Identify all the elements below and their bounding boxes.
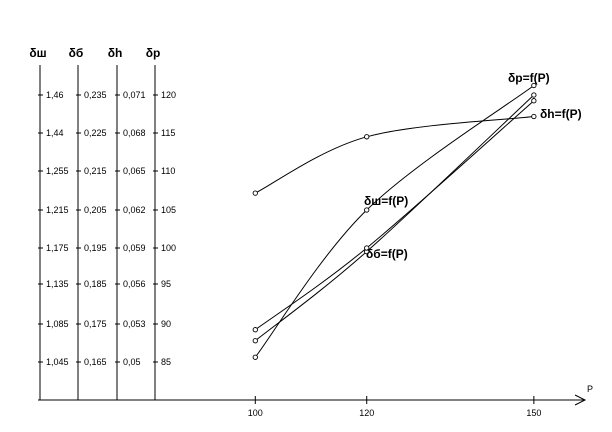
series-line-0 xyxy=(254,94,535,342)
y-tick-label-sp: 85 xyxy=(161,357,171,367)
series-label-2: δш=f(P) xyxy=(364,194,408,208)
y-tick-label-sh: 1,135 xyxy=(46,279,69,289)
y-tick-label-sh: 1,255 xyxy=(46,166,69,176)
series-point-0 xyxy=(252,338,258,344)
y-tick-label-sh2: 0,053 xyxy=(123,319,146,329)
series-point-2 xyxy=(364,207,370,213)
series-label-0: δp=f(P) xyxy=(508,71,550,85)
y-tick-label-sh: 1,175 xyxy=(46,243,69,253)
y-tick-label-sb: 0,185 xyxy=(84,279,107,289)
y-tick-label-sh2: 0,062 xyxy=(123,205,146,215)
series-point-1 xyxy=(364,134,370,140)
series-label-1: δh=f(P) xyxy=(540,107,582,121)
y-tick-label-sh2: 0,071 xyxy=(123,90,146,100)
axes-layer xyxy=(38,65,587,406)
y-tick-label-sp: 115 xyxy=(161,128,175,138)
y-tick-label-sp: 105 xyxy=(161,205,176,215)
x-tick-label: 100 xyxy=(248,408,263,418)
series-point-2 xyxy=(252,354,258,360)
y-tick-label-sh: 1,46 xyxy=(46,90,64,100)
y-axis-title-sp: δp xyxy=(146,46,161,60)
y-axis-title-sb: δб xyxy=(69,46,84,60)
y-tick-label-sh2: 0,056 xyxy=(123,279,146,289)
y-tick-label-sb: 0,165 xyxy=(84,357,107,367)
y-tick-label-sb: 0,205 xyxy=(84,205,107,215)
y-axis-title-sh: δш xyxy=(29,46,46,60)
x-axis-label: P xyxy=(587,384,593,394)
y-tick-label-sh: 1,045 xyxy=(46,357,69,367)
y-tick-label-sh: 1,085 xyxy=(46,319,69,329)
y-tick-label-sp: 90 xyxy=(161,319,171,329)
series-line-2 xyxy=(254,85,535,358)
x-tick-label: 120 xyxy=(359,408,374,418)
y-tick-label-sb: 0,225 xyxy=(84,128,107,138)
series-point-1 xyxy=(252,190,258,196)
series-point-2 xyxy=(531,82,537,89)
y-tick-label-sh2: 0,065 xyxy=(123,166,146,176)
x-axis-arrow xyxy=(574,394,587,406)
y-tick-label-sp: 110 xyxy=(161,166,175,176)
y-tick-label-sb: 0,175 xyxy=(84,319,107,329)
y-tick-label-sb: 0,195 xyxy=(84,243,107,253)
y-tick-label-sb: 0,235 xyxy=(84,90,107,100)
y-tick-label-sp: 120 xyxy=(161,90,176,100)
series-point-1 xyxy=(531,113,537,120)
series-point-3 xyxy=(364,245,370,251)
labels-layer: P 100 120 150 δш 1,045 1,085 1,135 1,175 1,215 1,2… xyxy=(29,46,593,418)
y-tick-label-sh2: 0,059 xyxy=(123,243,146,253)
y-axis-title-sh2: δh xyxy=(108,46,123,60)
y-tick-label-sb: 0,215 xyxy=(84,166,107,176)
series-label-3: δб=f(P) xyxy=(366,247,408,261)
points-layer xyxy=(252,82,537,360)
series-point-0 xyxy=(531,92,537,98)
y-tick-label-sp: 95 xyxy=(161,279,171,289)
y-tick-label-sh: 1,44 xyxy=(46,128,64,138)
x-tick-label: 150 xyxy=(526,408,541,418)
series-line-1 xyxy=(255,116,534,194)
y-tick-label-sh2: 0,068 xyxy=(123,128,146,138)
curves-layer xyxy=(254,85,535,358)
series-line-3 xyxy=(255,100,535,331)
series-point-3 xyxy=(252,327,258,333)
y-tick-label-sp: 100 xyxy=(161,243,176,253)
y-tick-label-sh2: 0,05 xyxy=(123,357,141,367)
series-point-3 xyxy=(531,98,537,104)
y-tick-label-sh: 1,215 xyxy=(46,205,69,215)
